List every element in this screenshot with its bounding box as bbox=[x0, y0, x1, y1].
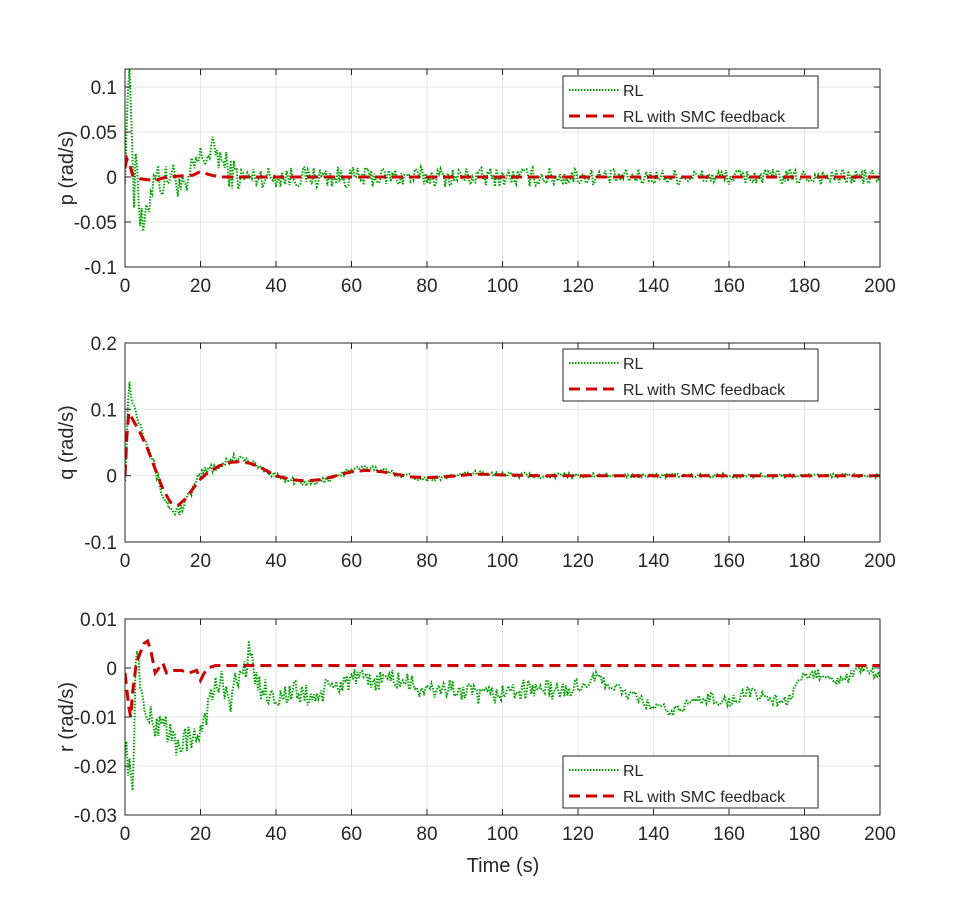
subplot-1: 0 20 40 60 80 100 120 140 160 180 200 -0.1 -0.05 0 0.0… bbox=[56, 68, 896, 297]
y-tick-label: -0.05 bbox=[74, 213, 117, 234]
series-rl-with-smc-feedback-line bbox=[125, 638, 880, 718]
x-tick-label: 180 bbox=[789, 824, 821, 845]
x-axis-label: Time (s) bbox=[467, 855, 540, 877]
x-tick-label: 160 bbox=[713, 276, 745, 297]
x-tick-label: 80 bbox=[416, 276, 437, 297]
x-tick-label: 120 bbox=[562, 276, 594, 297]
x-tick-label: 40 bbox=[265, 824, 286, 845]
x-tick-label: 20 bbox=[190, 276, 211, 297]
y-tick-label: -0.02 bbox=[74, 757, 117, 778]
subplot-2: 0 20 40 60 80 100 120 140 160 180 200-0.100.10.2q … bbox=[56, 334, 896, 572]
x-tick-label: 100 bbox=[487, 824, 519, 845]
x-tick-label: 80 bbox=[416, 824, 437, 845]
series-rl-line bbox=[125, 69, 880, 232]
x-tick-label: 180 bbox=[789, 276, 821, 297]
y-tick-label: 0.01 bbox=[80, 610, 117, 631]
legend: RL RL with SMC feedback bbox=[562, 75, 819, 129]
x-tick-label: 80 bbox=[416, 551, 437, 572]
x-tick-label: 180 bbox=[789, 551, 821, 572]
x-tick-label: 60 bbox=[341, 276, 362, 297]
x-tick-label: 0 bbox=[120, 551, 131, 572]
x-tick-label: 40 bbox=[265, 276, 286, 297]
legend-label: RL with SMC feedback bbox=[623, 382, 786, 399]
legend-box bbox=[562, 75, 819, 129]
y-tick-label: 0.05 bbox=[80, 123, 117, 144]
x-tick-label: 160 bbox=[713, 551, 745, 572]
y-tick-label: 0.1 bbox=[91, 400, 117, 421]
panels: 0 20 40 60 80 100 120 140 160 180 200-0.1-0.0500.0… bbox=[56, 68, 896, 845]
x-tick-label: 100 bbox=[487, 276, 519, 297]
legend-box bbox=[562, 755, 819, 809]
x-tick-label: 140 bbox=[638, 551, 670, 572]
legend: RL RL with SMC feedback bbox=[562, 348, 819, 402]
legend-label: RL with SMC feedback bbox=[623, 109, 786, 126]
x-tick-label: 200 bbox=[864, 276, 896, 297]
x-tick-label: 60 bbox=[341, 824, 362, 845]
y-tick-label: -0.01 bbox=[74, 708, 117, 729]
x-tick-label: 140 bbox=[638, 276, 670, 297]
y-tick-label: -0.1 bbox=[84, 533, 117, 554]
x-tick-label: 100 bbox=[487, 551, 519, 572]
y-tick-label: 0.1 bbox=[91, 78, 117, 99]
x-tick-label: 0 bbox=[120, 276, 131, 297]
legend-label: RL with SMC feedback bbox=[623, 789, 786, 806]
x-tick-label: 20 bbox=[190, 824, 211, 845]
subplot-3: 0 20 40 60 80 100 120 140 160 180 200 -0.03 -0.02 -0.… bbox=[56, 610, 896, 845]
y-tick-label: -0.03 bbox=[74, 806, 117, 827]
x-tick-label: 160 bbox=[713, 824, 745, 845]
x-tick-label: 120 bbox=[562, 551, 594, 572]
x-tick-label: 200 bbox=[864, 824, 896, 845]
y-tick-label: 0 bbox=[106, 659, 117, 680]
y-tick-label: 0 bbox=[106, 467, 117, 488]
x-tick-label: 0 bbox=[120, 824, 131, 845]
y-tick-label: -0.1 bbox=[84, 258, 117, 279]
legend-label: RL bbox=[623, 356, 644, 373]
legend: RL RL with SMC feedback bbox=[562, 755, 819, 809]
y-tick-label: 0 bbox=[106, 168, 117, 189]
y-axis-label: p (rad/s) bbox=[56, 131, 78, 205]
series-rl-with-smc-feedback-line bbox=[125, 407, 880, 508]
x-tick-label: 120 bbox=[562, 824, 594, 845]
series-rl-line bbox=[125, 640, 880, 791]
y-tick-label: 0.2 bbox=[91, 334, 117, 355]
x-tick-label: 20 bbox=[190, 551, 211, 572]
x-tick-label: 140 bbox=[638, 824, 670, 845]
series-rl-with-smc-feedback-line bbox=[125, 154, 880, 183]
legend-label: RL bbox=[623, 83, 644, 100]
x-tick-label: 40 bbox=[265, 551, 286, 572]
y-axis-label: r (rad/s) bbox=[56, 682, 78, 752]
x-tick-label: 200 bbox=[864, 551, 896, 572]
legend-label: RL bbox=[623, 763, 644, 780]
y-axis-label: q (rad/s) bbox=[56, 405, 78, 479]
legend-box bbox=[562, 348, 819, 402]
x-tick-label: 60 bbox=[341, 551, 362, 572]
